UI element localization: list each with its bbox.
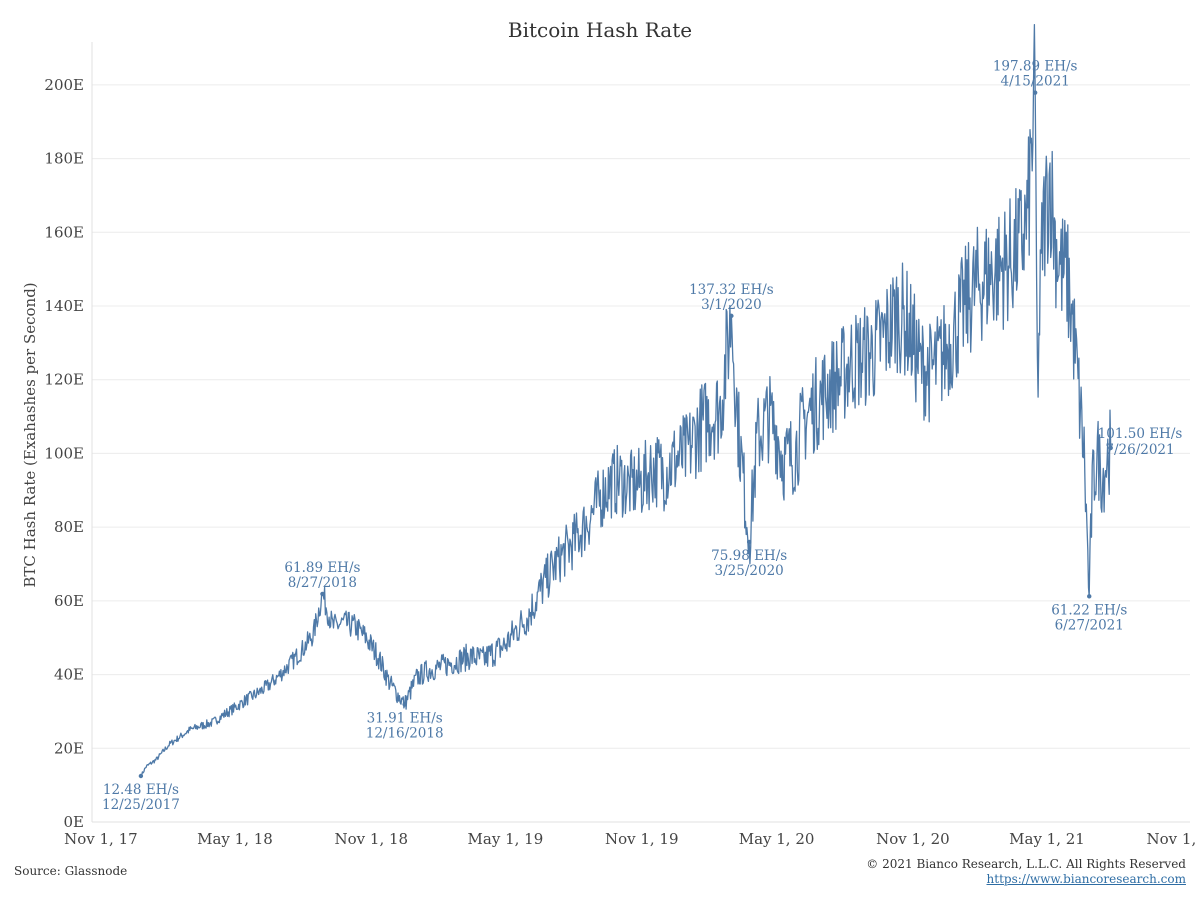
annotation-value: 12.48 EH/s — [103, 782, 179, 798]
y-tick-label: 100E — [44, 444, 84, 462]
annotation-marker — [729, 313, 734, 319]
annotation-value: 61.89 EH/s — [284, 560, 360, 576]
annotation-value: 137.32 EH/s — [689, 282, 774, 298]
y-tick-label: 0E — [64, 813, 85, 831]
annotation-marker — [138, 773, 144, 779]
y-tick-label: 120E — [44, 371, 84, 389]
x-tick-label: May 1, 20 — [739, 830, 815, 848]
copyright-text: © 2021 Bianco Research, L.L.C. All Right… — [866, 857, 1186, 871]
x-tick-label: Nov 1, 18 — [335, 830, 409, 848]
annotation-date: 3/1/2020 — [701, 297, 762, 313]
annotation-date: 6/27/2021 — [1055, 617, 1124, 633]
hash-rate-line — [140, 23, 1112, 777]
annotation-value: 31.91 EH/s — [367, 710, 443, 726]
y-axis-ticks: 0E 20E 40E 60E 80E 100E 120E 140E 160E 180E 200E — [44, 76, 84, 831]
annotation-date: 12/25/2017 — [102, 797, 180, 813]
x-tick-label: May 1, 18 — [197, 830, 273, 848]
annotation-marker — [1087, 594, 1092, 599]
annotation-marker — [320, 591, 325, 597]
gridlines — [91, 42, 1190, 823]
y-tick-label: 160E — [44, 223, 84, 241]
website-link[interactable]: https://www.biancoresearch.com — [986, 872, 1186, 886]
x-tick-label: Nov 1, 17 — [64, 830, 138, 848]
annotation-marker — [1108, 445, 1113, 451]
footer-credits: © 2021 Bianco Research, L.L.C. All Right… — [866, 857, 1186, 887]
annotation-date: 12/16/2018 — [366, 725, 444, 741]
annotation-date: 8/27/2018 — [288, 575, 357, 591]
y-tick-label: 20E — [54, 739, 84, 757]
annotation-date: 3/25/2020 — [715, 563, 784, 579]
x-tick-label: Nov 1, 20 — [876, 830, 950, 848]
chart-title: Bitcoin Hash Rate — [508, 18, 692, 42]
annotation-date: 7/26/2021 — [1105, 442, 1174, 458]
source-note: Source: Glassnode — [14, 864, 128, 878]
annotation-value: 197.89 EH/s — [993, 59, 1078, 75]
annotation-value: 75.98 EH/s — [711, 548, 787, 564]
y-tick-label: 40E — [54, 666, 84, 684]
y-tick-label: 60E — [54, 592, 84, 610]
y-tick-label: 200E — [44, 76, 84, 94]
x-tick-label: Nov 1, 21 — [1147, 830, 1200, 848]
series-group — [140, 23, 1112, 777]
y-tick-label: 140E — [44, 297, 84, 315]
annotation-value: 61.22 EH/s — [1051, 602, 1127, 618]
x-tick-label: May 1, 19 — [468, 830, 544, 848]
annotations: 12.48 EH/s12/25/2017 61.89 EH/s8/27/2018 3… — [102, 59, 1182, 813]
annotation-value: 101.50 EH/s — [1098, 426, 1183, 442]
x-axis-ticks: Nov 1, 17 May 1, 18 Nov 1, 18 May 1, 19 Nov … — [64, 830, 1200, 848]
y-tick-label: 180E — [44, 150, 84, 168]
x-tick-label: May 1, 21 — [1009, 830, 1085, 848]
annotation-marker — [402, 702, 407, 707]
x-tick-label: Nov 1, 19 — [605, 830, 679, 848]
annotation-marker — [1032, 90, 1038, 95]
y-tick-label: 80E — [54, 518, 84, 536]
annotation-marker — [746, 539, 752, 545]
y-axis-label: BTC Hash Rate (Exahashes per Second) — [21, 282, 39, 587]
annotation-date: 4/15/2021 — [1001, 74, 1070, 90]
